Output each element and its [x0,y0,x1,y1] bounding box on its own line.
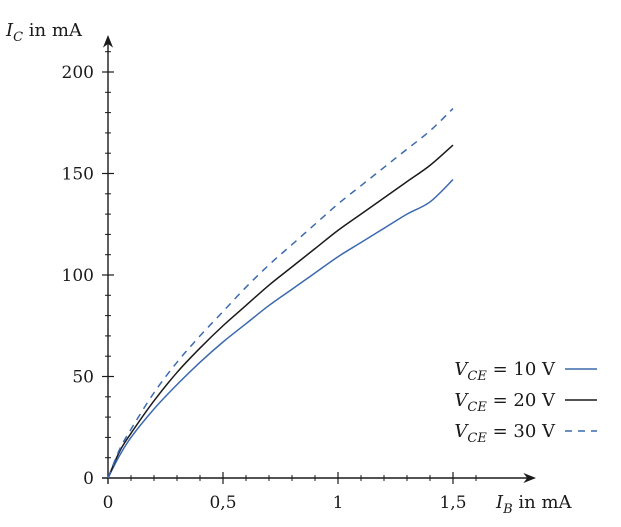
y-tick-label: 0 [83,469,94,489]
y-tick-label: 150 [62,165,94,185]
series-line-vce-30v [107,108,454,479]
y-axis-label: IC in mA [5,20,83,45]
legend-item-vce-20v: VCE = 20 V [454,390,597,415]
tick-labels: 0 0,5 1 1,5 0 50 100 150 200 [62,63,467,513]
series-line-vce-20v [107,144,454,479]
series-line-vce-10v [107,179,454,479]
x-tick-label: 0 [103,493,114,513]
legend: VCE = 10 V VCE = 20 V VCE = 30 V [454,359,597,446]
axes [102,35,537,484]
axis-labels: IC in mA IB in mA [5,20,573,517]
x-tick-label: 1,5 [439,493,466,513]
legend-item-vce-10v: VCE = 10 V [454,359,597,384]
y-tick-label: 200 [62,63,94,83]
x-tick-label: 0,5 [209,493,236,513]
series-lines [107,108,454,479]
x-tick-label: 1 [333,493,344,513]
legend-label: VCE = 30 V [454,421,556,446]
major-ticks [102,71,454,484]
legend-item-vce-30v: VCE = 30 V [454,421,597,446]
legend-label: VCE = 10 V [454,359,556,384]
x-axis-label: IB in mA [495,492,573,517]
legend-label: VCE = 20 V [454,390,556,415]
minor-ticks [105,51,477,481]
y-tick-label: 100 [62,266,94,286]
y-tick-label: 50 [72,368,94,388]
